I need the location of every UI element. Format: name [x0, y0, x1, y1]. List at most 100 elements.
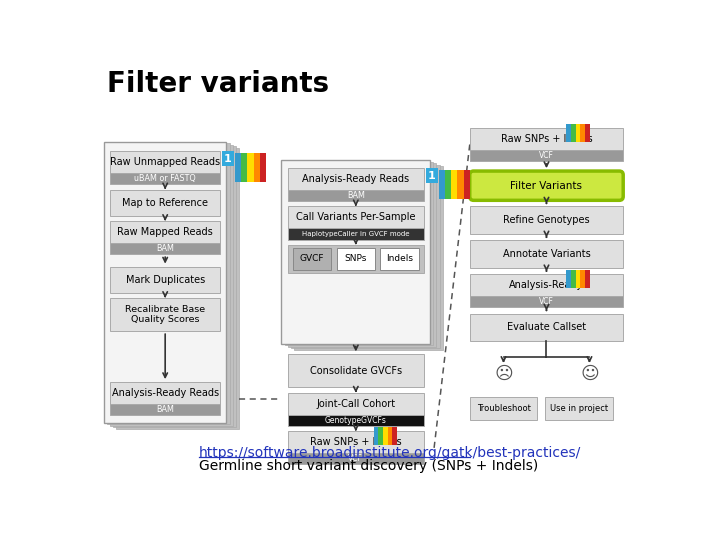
- Text: Evaluate Callset: Evaluate Callset: [507, 322, 586, 332]
- Bar: [445, 170, 451, 199]
- Bar: [287, 206, 424, 228]
- Bar: [469, 274, 624, 296]
- Bar: [287, 415, 424, 426]
- Bar: [545, 397, 613, 420]
- Bar: [110, 382, 220, 404]
- Bar: [253, 153, 260, 182]
- Bar: [287, 245, 424, 273]
- Text: GenotypeGVCFs: GenotypeGVCFs: [325, 416, 387, 425]
- Text: ☺: ☺: [580, 364, 599, 382]
- Text: Use in project: Use in project: [549, 404, 608, 413]
- Text: BAM: BAM: [156, 244, 174, 253]
- Bar: [378, 427, 383, 445]
- Bar: [113, 146, 235, 428]
- Text: uBAM or FASTQ: uBAM or FASTQ: [135, 174, 196, 183]
- Bar: [580, 270, 585, 288]
- FancyBboxPatch shape: [469, 171, 624, 200]
- Bar: [380, 248, 418, 269]
- Bar: [337, 248, 375, 269]
- Text: BAM: BAM: [156, 405, 174, 414]
- Bar: [469, 240, 624, 268]
- Text: Germline short variant discovery (SNPs + Indels): Germline short variant discovery (SNPs +…: [199, 459, 539, 473]
- Text: Raw SNPs + Indels: Raw SNPs + Indels: [500, 134, 593, 144]
- Text: HaplotypeCaller in GVCF mode: HaplotypeCaller in GVCF mode: [302, 231, 410, 237]
- Bar: [580, 124, 585, 142]
- Bar: [387, 427, 392, 445]
- Bar: [567, 270, 571, 288]
- Text: Filter variants: Filter variants: [107, 70, 329, 98]
- Text: Map to Reference: Map to Reference: [122, 198, 208, 207]
- Bar: [464, 170, 469, 199]
- Bar: [260, 153, 266, 182]
- Bar: [282, 160, 431, 343]
- Bar: [585, 124, 590, 142]
- Bar: [110, 298, 220, 331]
- Bar: [110, 221, 220, 243]
- Bar: [576, 270, 580, 288]
- Bar: [287, 164, 436, 347]
- Text: Analysis-Ready Reads: Analysis-Ready Reads: [112, 388, 219, 398]
- Bar: [287, 453, 424, 464]
- Bar: [294, 166, 443, 350]
- Text: Analysis-Ready: Analysis-Ready: [509, 280, 584, 290]
- Bar: [438, 170, 445, 199]
- Bar: [469, 296, 624, 307]
- Text: Call Variants Per-Sample: Call Variants Per-Sample: [296, 212, 415, 222]
- Bar: [241, 153, 248, 182]
- Text: Raw SNPs + Indels: Raw SNPs + Indels: [310, 437, 402, 447]
- Text: Indels: Indels: [386, 254, 413, 264]
- Text: Raw Mapped Reads: Raw Mapped Reads: [117, 227, 213, 237]
- Bar: [104, 142, 226, 423]
- Bar: [287, 354, 424, 387]
- Bar: [110, 190, 220, 215]
- Bar: [110, 151, 220, 173]
- Text: https://software.broadinstitute.org/gatk/best-practices/: https://software.broadinstitute.org/gatk…: [199, 446, 581, 460]
- Text: GVCF: GVCF: [300, 254, 325, 264]
- Text: Mark Duplicates: Mark Duplicates: [125, 275, 204, 285]
- Text: SNPs: SNPs: [345, 254, 367, 264]
- Bar: [117, 148, 239, 429]
- Bar: [287, 228, 424, 240]
- Text: Consolidate GVCFs: Consolidate GVCFs: [310, 366, 402, 376]
- Bar: [426, 168, 438, 184]
- Bar: [469, 314, 624, 341]
- Text: Refine Genotypes: Refine Genotypes: [503, 215, 590, 225]
- Bar: [469, 128, 624, 150]
- Text: Troubleshoot: Troubleshoot: [477, 404, 531, 413]
- Text: Recalibrate Base
Quality Scores: Recalibrate Base Quality Scores: [125, 305, 205, 325]
- Bar: [287, 393, 424, 415]
- Text: Joint-Call Cohort: Joint-Call Cohort: [316, 399, 395, 409]
- Bar: [110, 173, 220, 184]
- Bar: [293, 248, 331, 269]
- Bar: [571, 270, 576, 288]
- Bar: [110, 404, 220, 415]
- Text: BAM: BAM: [347, 191, 365, 200]
- Bar: [571, 124, 576, 142]
- Bar: [284, 162, 433, 345]
- Bar: [567, 124, 571, 142]
- Text: Filter Variants: Filter Variants: [510, 181, 582, 191]
- Bar: [291, 165, 439, 348]
- Bar: [287, 431, 424, 453]
- Bar: [287, 190, 424, 201]
- Bar: [107, 143, 230, 424]
- Bar: [469, 206, 624, 234]
- Bar: [235, 153, 241, 182]
- Bar: [110, 267, 220, 293]
- Text: Annotate Variants: Annotate Variants: [503, 249, 590, 259]
- Bar: [374, 427, 378, 445]
- Bar: [469, 150, 624, 161]
- Text: 1: 1: [428, 171, 436, 181]
- Bar: [469, 397, 537, 420]
- Bar: [248, 153, 253, 182]
- Text: VCF: VCF: [539, 297, 554, 306]
- Bar: [576, 124, 580, 142]
- Text: VCF: VCF: [348, 454, 364, 463]
- Bar: [383, 427, 387, 445]
- Bar: [585, 270, 590, 288]
- Text: 1: 1: [224, 154, 232, 164]
- Text: ☹: ☹: [494, 364, 513, 382]
- Bar: [457, 170, 464, 199]
- Bar: [110, 145, 233, 426]
- Bar: [222, 151, 234, 166]
